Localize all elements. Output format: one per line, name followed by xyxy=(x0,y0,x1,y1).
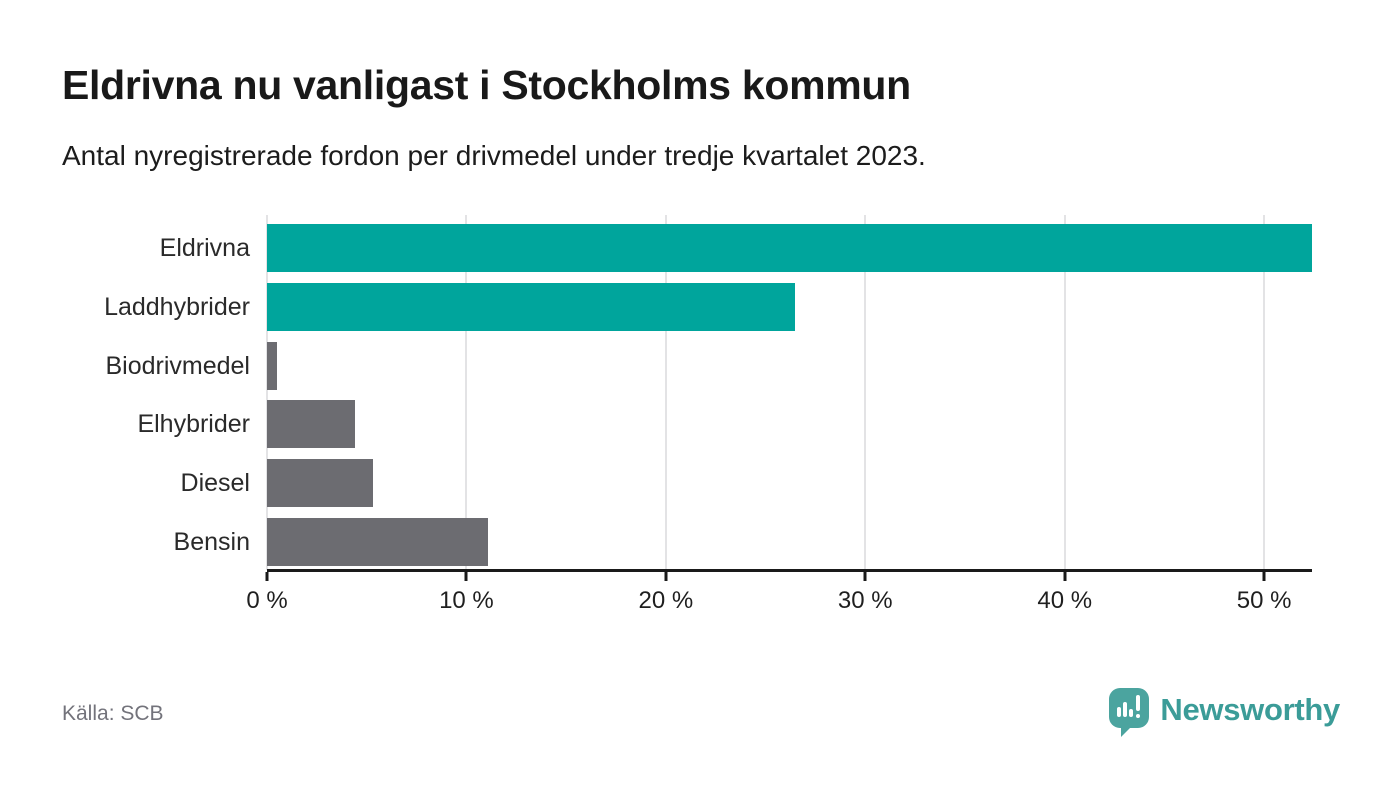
gridline-20-percent xyxy=(664,215,667,570)
x-axis-tick-40 xyxy=(1063,572,1067,581)
x-axis-tick-10 xyxy=(464,572,468,581)
x-axis-tick-label-10: 10 % xyxy=(439,587,494,614)
x-axis-tick-label-0: 0 % xyxy=(246,587,288,614)
category-label-bensin: Bensin xyxy=(173,528,250,556)
logo-bar-3 xyxy=(1129,709,1134,717)
x-axis-tick-50 xyxy=(1262,572,1266,581)
chart-title: Eldrivna nu vanligast i Stockholms kommu… xyxy=(62,62,911,108)
bar-elhybrider xyxy=(267,400,355,449)
category-label-elhybrider: Elhybrider xyxy=(137,410,250,439)
x-axis-tick-label-50: 50 % xyxy=(1236,587,1292,614)
newsworthy-wordmark: Newsworthy xyxy=(1160,692,1340,727)
category-label-laddhybrider: Laddhybrider xyxy=(104,292,250,321)
bar-diesel xyxy=(267,459,373,508)
logo-exclamation-dot xyxy=(1136,714,1141,718)
bar-chart-plot-area: 0 % 10 % 20 % 30 % 40 % 50 % xyxy=(246,215,1312,614)
gridline-0-percent xyxy=(266,215,268,570)
x-axis-line xyxy=(267,569,1312,572)
bar-laddhybrider xyxy=(267,282,796,331)
x-axis-tick-label-30: 30 % xyxy=(837,587,893,614)
bar-chart-speech-bubble-icon xyxy=(1109,688,1150,738)
bar-bensin xyxy=(267,518,489,566)
bar-biodrivmedel xyxy=(267,341,277,390)
logo-bar-2 xyxy=(1123,702,1128,717)
x-axis-tick-20 xyxy=(664,572,668,581)
gridline-50-percent xyxy=(1263,215,1266,570)
gridline-10-percent xyxy=(465,215,468,570)
gridline-40-percent xyxy=(1063,215,1066,570)
chart-subtitle: Antal nyregistrerade fordon per drivmede… xyxy=(62,140,926,171)
bar-eldrivna xyxy=(267,224,1312,272)
logo-bubble-tail xyxy=(1121,726,1133,737)
category-label-eldrivna: Eldrivna xyxy=(159,234,250,262)
logo-bar-1 xyxy=(1117,707,1122,717)
source-note: Källa: SCB xyxy=(62,702,164,725)
x-axis-tick-label-20: 20 % xyxy=(638,587,694,614)
category-label-diesel: Diesel xyxy=(180,469,250,498)
logo-bubble xyxy=(1109,688,1150,728)
category-label-biodrivmedel: Biodrivmedel xyxy=(105,351,250,380)
x-axis-tick-label-40: 40 % xyxy=(1037,587,1093,614)
x-axis-tick-0 xyxy=(265,572,269,581)
x-axis-tick-30 xyxy=(863,572,867,581)
category-axis-labels: Eldrivna Laddhybrider Biodrivmedel Elhybrid… xyxy=(0,215,250,572)
logo-exclamation-bar xyxy=(1136,695,1141,711)
gridline-30-percent xyxy=(864,215,867,570)
newsworthy-logo: Newsworthy xyxy=(1109,688,1340,738)
